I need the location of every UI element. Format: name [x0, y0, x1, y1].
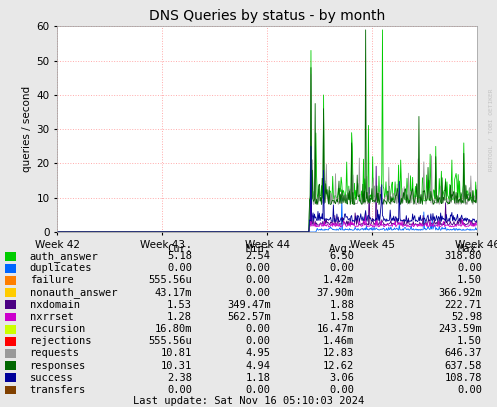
Text: 43.17m: 43.17m: [155, 288, 192, 298]
Text: 0.00: 0.00: [246, 276, 271, 285]
Text: 0.00: 0.00: [246, 385, 271, 395]
Text: 349.47m: 349.47m: [227, 300, 271, 310]
FancyBboxPatch shape: [5, 361, 16, 370]
Text: duplicates: duplicates: [29, 263, 92, 274]
FancyBboxPatch shape: [5, 385, 16, 394]
Text: 0.00: 0.00: [246, 324, 271, 334]
Text: 37.90m: 37.90m: [317, 288, 354, 298]
Text: auth_answer: auth_answer: [29, 251, 98, 262]
Text: Last update: Sat Nov 16 05:10:03 2024: Last update: Sat Nov 16 05:10:03 2024: [133, 396, 364, 406]
Text: 555.56u: 555.56u: [148, 336, 192, 346]
Text: 0.00: 0.00: [167, 263, 192, 274]
Text: 1.53: 1.53: [167, 300, 192, 310]
Text: 12.62: 12.62: [323, 361, 354, 371]
Text: rejections: rejections: [29, 336, 92, 346]
Text: 2.54: 2.54: [246, 251, 271, 261]
Text: 16.47m: 16.47m: [317, 324, 354, 334]
Text: 0.00: 0.00: [330, 385, 354, 395]
Text: 0.00: 0.00: [167, 385, 192, 395]
Text: 555.56u: 555.56u: [148, 276, 192, 285]
Text: RRDTOOL / TOBI OETIKER: RRDTOOL / TOBI OETIKER: [489, 89, 494, 171]
Text: recursion: recursion: [29, 324, 86, 334]
Text: 0.00: 0.00: [457, 263, 482, 274]
Text: 5.18: 5.18: [167, 251, 192, 261]
Text: 222.71: 222.71: [445, 300, 482, 310]
Text: Min:: Min:: [246, 244, 271, 254]
Text: 1.50: 1.50: [457, 276, 482, 285]
Text: 52.98: 52.98: [451, 312, 482, 322]
Text: 10.81: 10.81: [161, 348, 192, 359]
FancyBboxPatch shape: [5, 264, 16, 273]
Text: 1.46m: 1.46m: [323, 336, 354, 346]
Text: 4.95: 4.95: [246, 348, 271, 359]
FancyBboxPatch shape: [5, 276, 16, 285]
Text: requests: requests: [29, 348, 80, 359]
Text: 318.80: 318.80: [445, 251, 482, 261]
FancyBboxPatch shape: [5, 349, 16, 358]
Text: failure: failure: [29, 276, 73, 285]
FancyBboxPatch shape: [5, 300, 16, 309]
Text: 1.50: 1.50: [457, 336, 482, 346]
Text: nonauth_answer: nonauth_answer: [29, 287, 117, 298]
Text: responses: responses: [29, 361, 86, 371]
Text: 562.57m: 562.57m: [227, 312, 271, 322]
Y-axis label: queries / second: queries / second: [22, 86, 32, 172]
Text: 0.00: 0.00: [457, 385, 482, 395]
Text: Cur:: Cur:: [167, 244, 192, 254]
Title: DNS Queries by status - by month: DNS Queries by status - by month: [149, 9, 385, 22]
Text: 1.28: 1.28: [167, 312, 192, 322]
Text: 0.00: 0.00: [246, 336, 271, 346]
FancyBboxPatch shape: [5, 313, 16, 322]
Text: transfers: transfers: [29, 385, 86, 395]
Text: 6.50: 6.50: [330, 251, 354, 261]
Text: 2.38: 2.38: [167, 373, 192, 383]
Text: Max:: Max:: [457, 244, 482, 254]
Text: nxrrset: nxrrset: [29, 312, 73, 322]
Text: 1.88: 1.88: [330, 300, 354, 310]
Text: 10.31: 10.31: [161, 361, 192, 371]
Text: success: success: [29, 373, 73, 383]
Text: 366.92m: 366.92m: [438, 288, 482, 298]
Text: 3.06: 3.06: [330, 373, 354, 383]
FancyBboxPatch shape: [5, 288, 16, 297]
Text: 0.00: 0.00: [246, 263, 271, 274]
Text: 1.18: 1.18: [246, 373, 271, 383]
Text: 0.00: 0.00: [330, 263, 354, 274]
Text: 637.58: 637.58: [445, 361, 482, 371]
Text: 108.78: 108.78: [445, 373, 482, 383]
Text: 12.83: 12.83: [323, 348, 354, 359]
FancyBboxPatch shape: [5, 337, 16, 346]
FancyBboxPatch shape: [5, 325, 16, 333]
Text: 1.58: 1.58: [330, 312, 354, 322]
Text: 0.00: 0.00: [246, 288, 271, 298]
FancyBboxPatch shape: [5, 252, 16, 260]
Text: 243.59m: 243.59m: [438, 324, 482, 334]
FancyBboxPatch shape: [5, 373, 16, 382]
Text: 4.94: 4.94: [246, 361, 271, 371]
Text: 16.80m: 16.80m: [155, 324, 192, 334]
Text: nxdomain: nxdomain: [29, 300, 80, 310]
Text: Avg:: Avg:: [330, 244, 354, 254]
Text: 646.37: 646.37: [445, 348, 482, 359]
Text: 1.42m: 1.42m: [323, 276, 354, 285]
